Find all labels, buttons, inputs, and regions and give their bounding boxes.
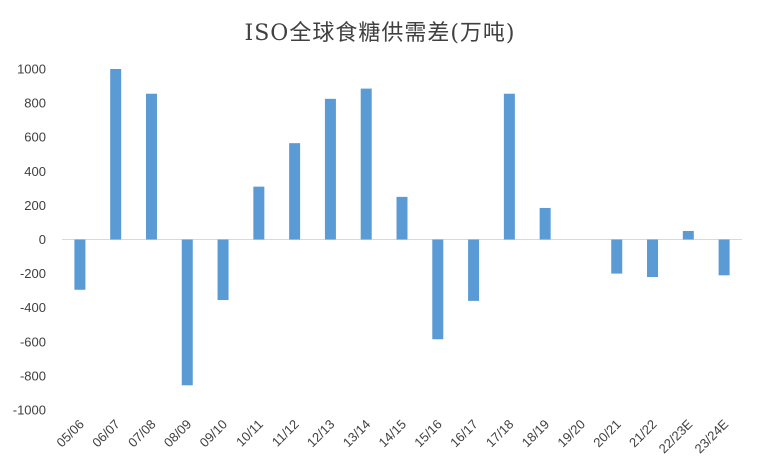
y-tick-label: -1000 [13,403,46,418]
x-tick-label: 14/15 [376,417,410,451]
x-tick-label: 18/19 [519,417,553,451]
y-axis-ticks: 1000 800 600 400 200 0 -200 -400 -600 -800 -1000 [13,62,46,418]
bar-15-16 [432,239,444,340]
bar-05-06 [74,239,86,290]
x-tick-label: 06/07 [89,417,123,451]
y-tick-label: 600 [24,130,46,145]
x-tick-label: 15/16 [411,417,445,451]
x-tick-label: 22/23E [656,416,696,456]
bar-17-18 [503,93,515,240]
y-tick-label: 1000 [17,62,46,77]
bar-11-12 [289,143,301,240]
chart-title: ISO全球食糖供需差(万吨) [245,21,516,46]
x-tick-label: 16/17 [447,417,481,451]
x-tick-label: 09/10 [197,417,231,451]
bar-12-13 [324,98,336,240]
x-tick-label: 05/06 [53,417,87,451]
bar-23-24E [718,239,730,276]
bar-13-14 [360,88,372,240]
y-tick-label: 200 [24,198,46,213]
x-tick-label: 23/24E [691,416,731,456]
x-tick-label: 07/08 [125,417,159,451]
bar-06-07 [110,69,122,240]
x-axis-ticks: 05/06 06/07 07/08 08/09 09/10 10/11 11/12 12/13… [53,416,731,456]
bar-10-11 [253,186,265,240]
x-tick-label: 21/22 [626,417,660,451]
x-tick-label: 11/12 [269,417,302,450]
x-tick-label: 08/09 [161,417,195,451]
x-tick-label: 13/14 [340,417,374,451]
y-tick-label: -600 [20,334,46,349]
x-tick-label: 10/11 [233,417,266,450]
bar-16-17 [468,239,480,301]
bar-18-19 [539,207,551,240]
bars-group [74,69,730,386]
y-tick-label: -200 [20,266,46,281]
x-tick-label: 19/20 [554,417,588,451]
y-tick-label: -400 [20,300,46,315]
bar-14-15 [396,196,408,240]
bar-20-21 [611,239,623,274]
y-tick-label: 800 [24,96,46,111]
bar-08-09 [181,239,193,386]
y-tick-label: 400 [24,164,46,179]
x-tick-label: 17/18 [483,417,517,451]
x-tick-label: 12/13 [304,417,338,451]
x-tick-label: 20/21 [590,417,624,451]
bar-07-08 [145,93,157,240]
bar-09-10 [217,239,229,301]
y-tick-label: 0 [39,232,46,247]
bar-21-22 [647,239,659,278]
bar-22-23E [682,230,694,240]
y-tick-label: -800 [20,368,46,383]
